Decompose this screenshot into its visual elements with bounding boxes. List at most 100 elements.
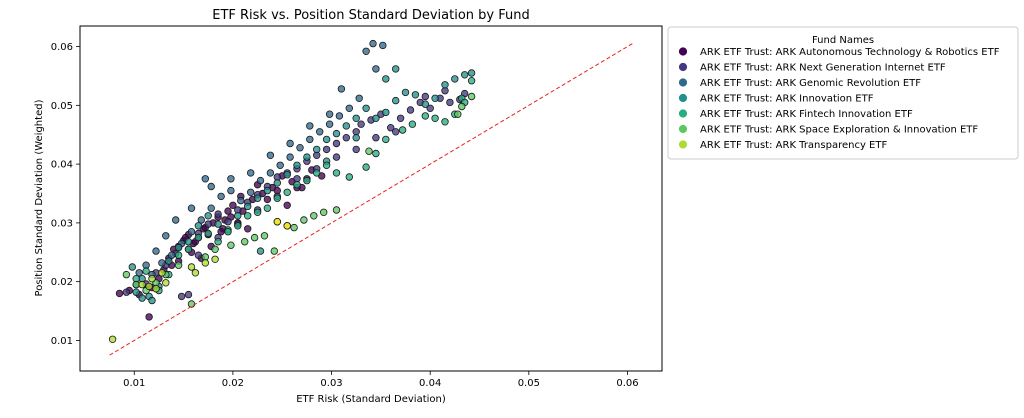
data-point [263, 195, 272, 204]
legend-marker [678, 62, 688, 72]
data-point [451, 75, 459, 83]
data-point [392, 128, 400, 136]
data-point [234, 212, 242, 220]
data-point [184, 290, 193, 299]
data-point [467, 76, 476, 85]
data-point [306, 122, 314, 130]
data-point [227, 186, 235, 195]
data-point [441, 118, 449, 126]
y-axis: 0.01 0.02 0.03 0.04 0.05 0.06 [51, 42, 80, 347]
data-point [296, 143, 304, 152]
data-point [214, 210, 222, 218]
data-point [207, 204, 215, 212]
data-point [187, 204, 196, 212]
data-point [379, 41, 387, 50]
data-point [290, 223, 298, 232]
data-point [362, 47, 370, 55]
data-point [260, 232, 269, 240]
legend-label: ARK ETF Trust: ARK Fintech Innovation ET… [700, 109, 913, 120]
data-point [441, 81, 449, 89]
data-point [392, 65, 400, 73]
data-point [256, 247, 265, 255]
data-point [426, 104, 434, 112]
data-point [332, 153, 341, 161]
data-point [266, 151, 275, 159]
data-point [240, 237, 249, 246]
legend: Fund Names ARK ETF Trust: ARK Autonomous… [667, 26, 1019, 160]
data-point [337, 85, 346, 93]
data-point [273, 179, 281, 187]
data-point [229, 201, 237, 209]
data-point [362, 163, 370, 171]
data-point [128, 263, 136, 271]
data-point [224, 217, 232, 226]
data-point [115, 289, 124, 298]
data-point [345, 173, 353, 181]
data-point [276, 161, 284, 169]
legend-title: Fund Names [812, 35, 874, 46]
data-point [211, 255, 219, 263]
data-point [214, 220, 222, 228]
data-point [458, 102, 466, 111]
legend-marker [678, 124, 688, 134]
data-point [357, 120, 365, 128]
data-point [263, 186, 272, 195]
data-point [332, 169, 341, 177]
data-point [325, 110, 334, 118]
legend-label: ARK ETF Trust: ARK Next Generation Inter… [700, 63, 946, 74]
data-point [162, 232, 170, 240]
legend-label: ARK ETF Trust: ARK Genomic Revolution ET… [700, 78, 921, 89]
data-point [158, 269, 166, 277]
plot-area [108, 39, 633, 356]
data-point [184, 237, 193, 246]
plot-frame [79, 25, 663, 372]
data-point [165, 257, 173, 265]
data-point [332, 139, 341, 148]
data-point [408, 120, 417, 128]
legend-frame [667, 26, 1019, 160]
data-point [187, 300, 196, 308]
data-point [283, 201, 291, 209]
legend-marker [678, 109, 688, 118]
data-point [352, 114, 360, 122]
y-tick-label: 0.04 [51, 160, 73, 171]
data-point [227, 241, 235, 249]
data-point [204, 229, 212, 238]
data-point [273, 217, 281, 226]
data-point [214, 237, 222, 246]
data-point [345, 104, 353, 112]
data-point [194, 233, 203, 242]
data-point [152, 285, 160, 293]
legend-label: ARK ETF Trust: ARK Space Exploration & I… [700, 125, 978, 136]
data-point [253, 208, 262, 216]
data-point [283, 170, 291, 179]
data-point [454, 110, 462, 118]
data-point [177, 292, 186, 301]
data-point [243, 202, 252, 211]
data-point [387, 123, 395, 132]
data-point [313, 169, 321, 177]
data-point [431, 94, 439, 102]
data-point [266, 169, 275, 177]
data-point [467, 92, 476, 101]
data-point [342, 133, 350, 142]
data-point [204, 220, 212, 228]
data-point [224, 207, 232, 215]
x-axis: 0.01 0.02 0.03 0.04 0.05 0.06 [123, 371, 639, 389]
data-point [313, 145, 321, 154]
legend-marker [678, 140, 688, 149]
reference-line [109, 43, 633, 356]
data-point [461, 71, 469, 79]
data-point [270, 247, 278, 255]
data-point [171, 216, 180, 224]
data-point [286, 139, 294, 148]
data-point [145, 313, 153, 321]
data-point [273, 194, 281, 202]
chart-title: ETF Risk vs. Position Standard Deviation… [212, 8, 529, 23]
data-point [142, 267, 150, 275]
data-point [162, 279, 170, 287]
data-point [194, 251, 203, 259]
x-tick-label: 0.01 [123, 378, 145, 389]
data-point [263, 204, 272, 212]
data-point [382, 135, 390, 144]
